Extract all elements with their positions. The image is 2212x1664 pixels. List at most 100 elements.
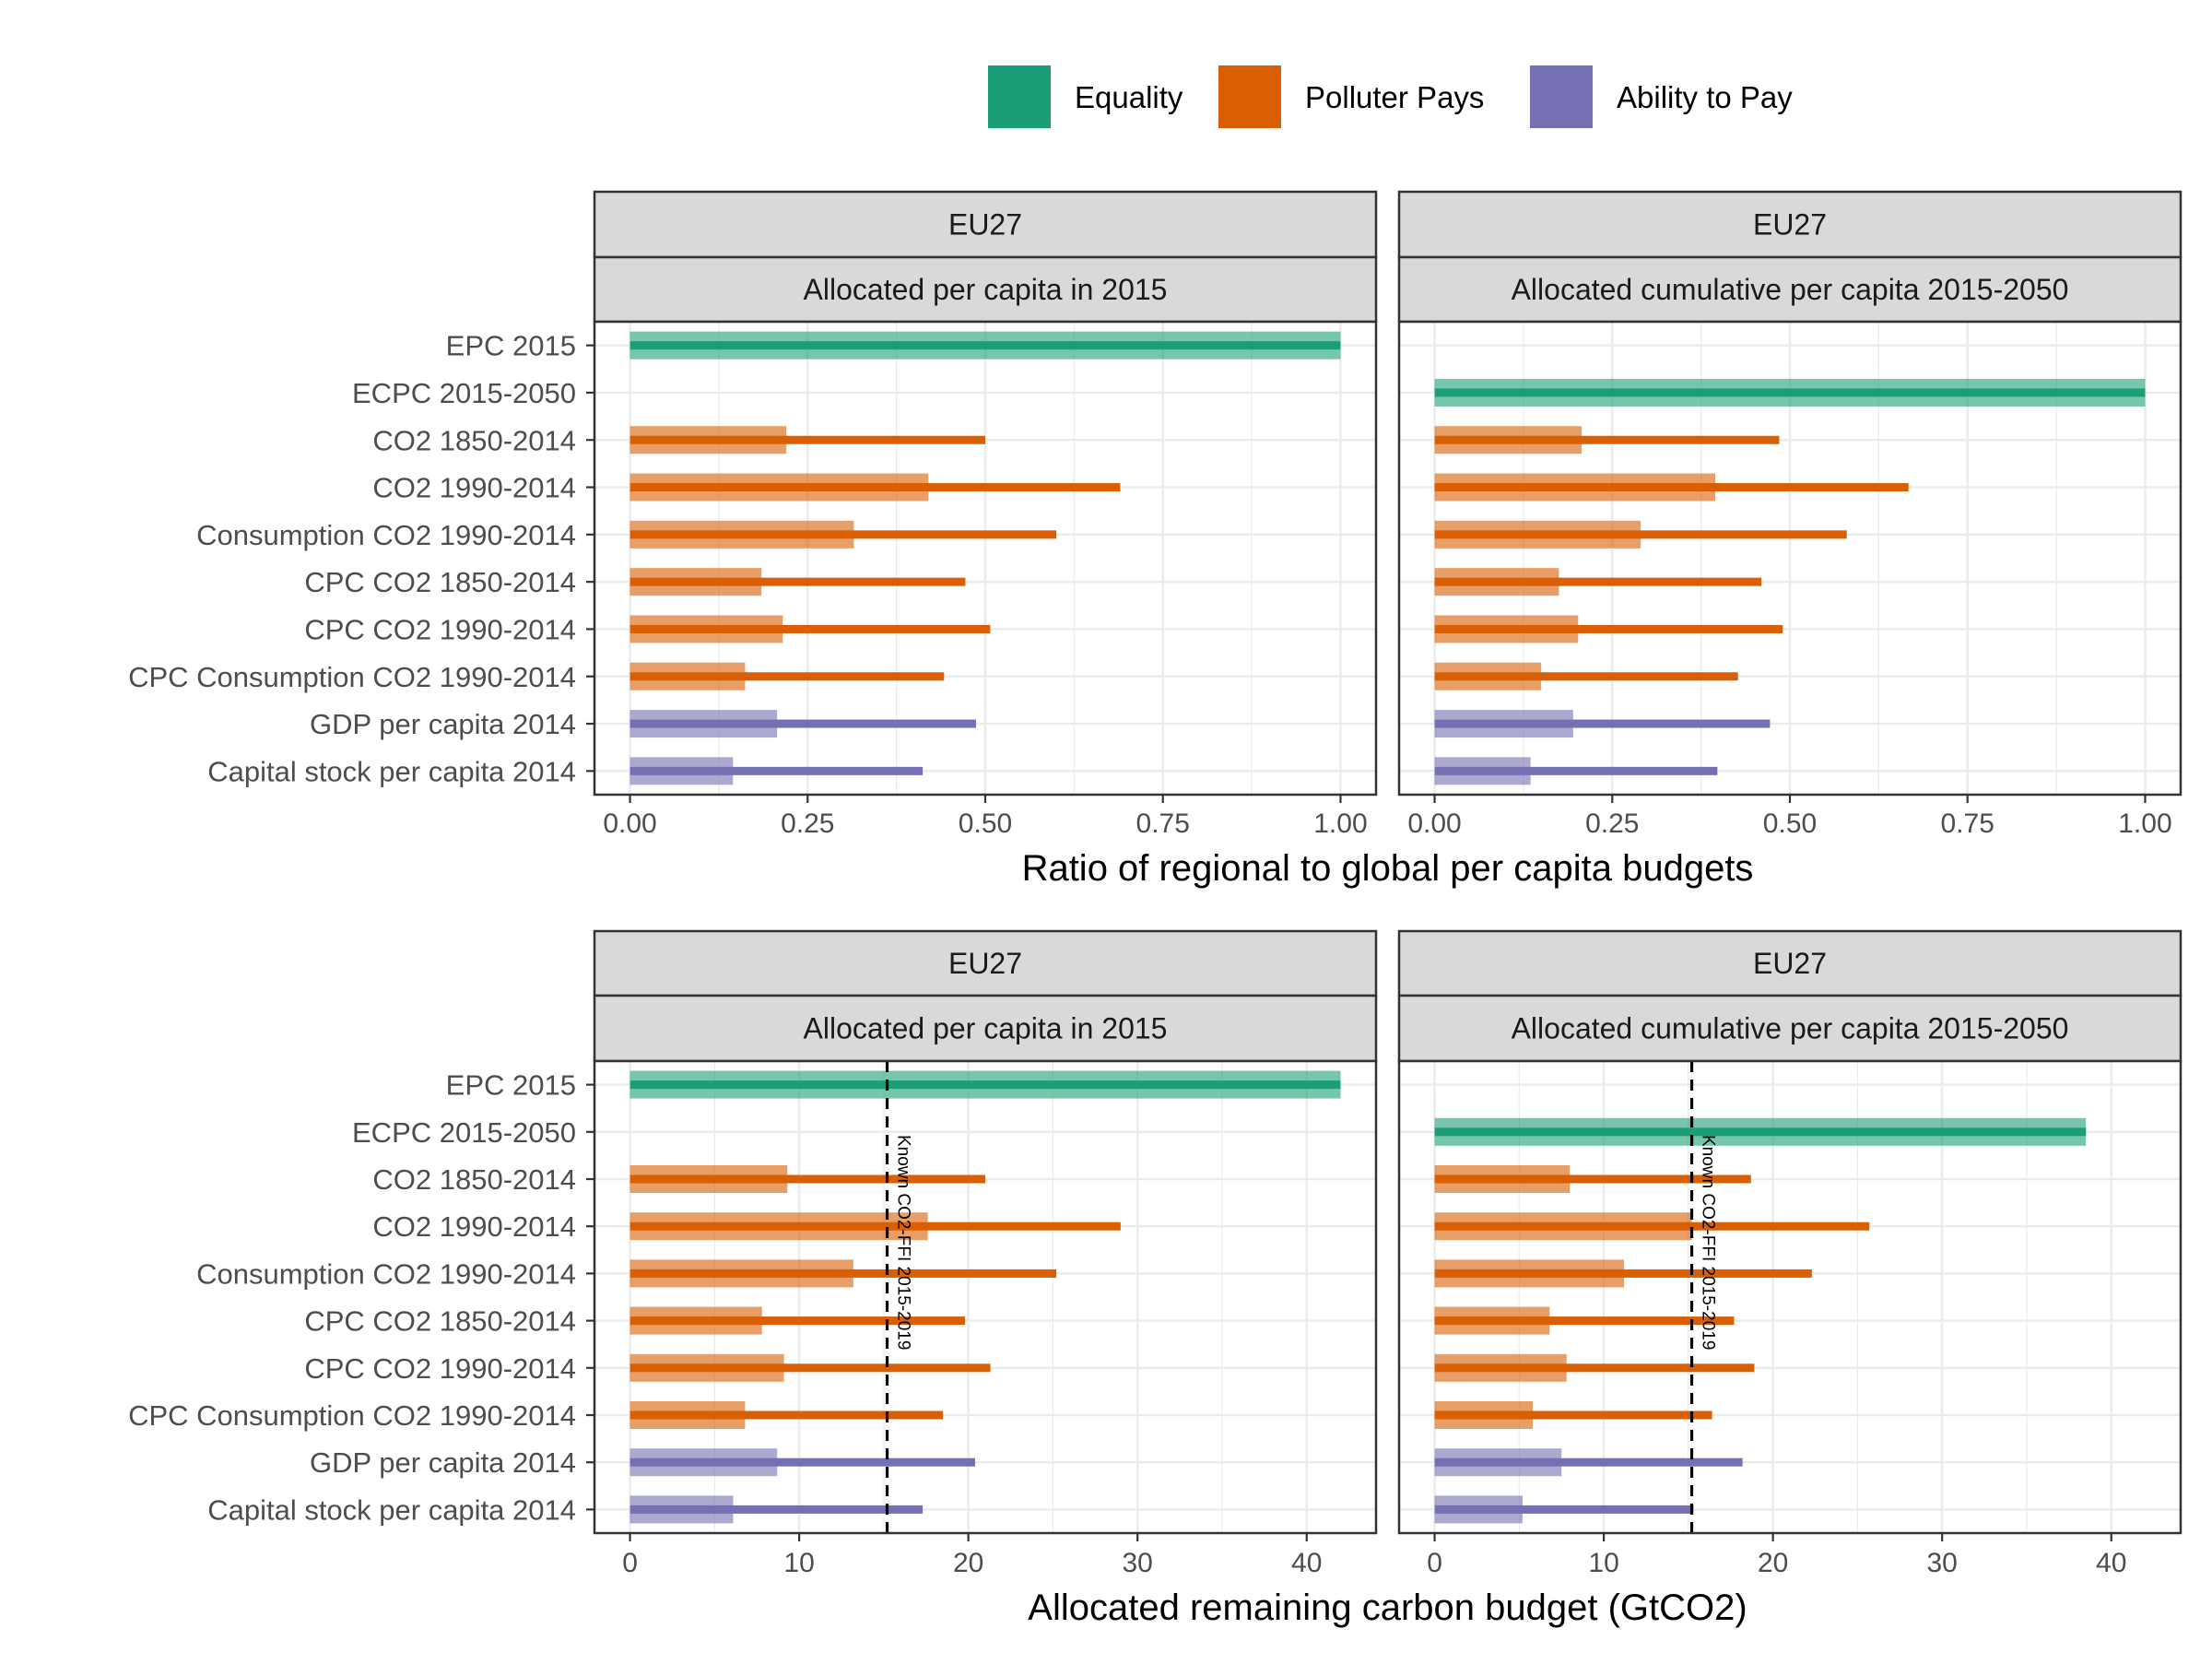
legend-label: Ability to Pay <box>1617 80 1793 114</box>
panel-2-1: EU27 Allocated per capita in 2015 Known CO… <box>593 929 1378 1578</box>
legend-key <box>1218 65 1281 128</box>
x-tick-label: 1.00 <box>1313 808 1367 839</box>
bar-thin-10 <box>1434 766 1718 775</box>
legend-label: Polluter Pays <box>1305 80 1484 114</box>
legend-item-polluter-pays: Polluter Pays <box>1218 65 1484 128</box>
bar-thin-4 <box>629 483 1121 492</box>
bar-thin-2 <box>1434 1127 2087 1137</box>
x-tick-label: 40 <box>1291 1548 1322 1578</box>
y-tick-label: CO2 1990-2014 <box>372 472 576 504</box>
y-axis-2: EPC 2015 ECPC 2015-2050 CO2 1850-2014 CO2 1… <box>128 1069 594 1526</box>
x-tick-label: 0.50 <box>1763 808 1817 839</box>
bar-thin-5 <box>1434 1269 1812 1278</box>
bar-thin-9 <box>629 1457 975 1467</box>
y-tick-label: Consumption CO2 1990-2014 <box>196 519 576 551</box>
bar-thin-10 <box>1434 1505 1694 1514</box>
bar-thin-9 <box>629 719 976 728</box>
facet-strip-bottom <box>593 255 1378 324</box>
y-tick-label: CPC CO2 1850-2014 <box>304 1305 576 1338</box>
facet-strip-top-label: EU27 <box>1753 208 1827 242</box>
y-tick-label: EPC 2015 <box>446 1069 576 1102</box>
bar-thin-4 <box>1434 483 1909 492</box>
x-tick-label: 20 <box>953 1548 983 1578</box>
y-tick-label: EPC 2015 <box>446 330 576 362</box>
x-tick-label: 0.25 <box>781 808 834 839</box>
bar-thin-5 <box>629 530 1057 539</box>
facet-strip-bottom <box>1397 994 2183 1063</box>
x-tick-label: 0.75 <box>1136 808 1190 839</box>
y-tick-label: CO2 1850-2014 <box>372 1163 576 1196</box>
facet-strip-bottom-label: Allocated cumulative per capita 2015-205… <box>1512 273 2069 306</box>
x-tick-label: 1.00 <box>2118 808 2171 839</box>
bar-thin-8 <box>629 1410 944 1420</box>
x-tick-label: 0 <box>1427 1548 1442 1578</box>
bar-thin-4 <box>629 1221 1121 1231</box>
bar-thin-3 <box>629 1174 985 1184</box>
panel-2-2: EU27 Allocated cumulative per capita 2015… <box>1397 929 2183 1578</box>
y-tick-label: CO2 1990-2014 <box>372 1210 576 1243</box>
legend-label: Equality <box>1075 80 1183 114</box>
y-tick-label: Capital stock per capita 2014 <box>207 1493 576 1526</box>
legend-item-ability-to-pay: Ability to Pay <box>1530 65 1793 128</box>
y-tick-label: GDP per capita 2014 <box>310 1446 576 1479</box>
bar-thin-6 <box>1434 1316 1735 1326</box>
y-tick-label: ECPC 2015-2050 <box>352 1116 576 1149</box>
x-tick-label: 20 <box>1758 1548 1788 1578</box>
bar-thin-10 <box>629 1505 924 1514</box>
y-tick-label: GDP per capita 2014 <box>310 708 576 740</box>
reference-line-label: Known CO2-FFI 2015-2019 <box>894 1135 913 1350</box>
bar-thin-6 <box>629 577 966 586</box>
legend-key <box>1530 65 1593 128</box>
x-tick-label: 0.75 <box>1941 808 1994 839</box>
panel-border <box>1397 1059 2183 1535</box>
x-tick-label: 0.00 <box>603 808 656 839</box>
bar-thin-7 <box>629 624 991 633</box>
y-tick-label: CPC CO2 1850-2014 <box>304 566 576 598</box>
x-tick-label: 10 <box>783 1548 814 1578</box>
y-tick-label: CPC Consumption CO2 1990-2014 <box>128 1399 576 1432</box>
x-tick-label: 0.00 <box>1407 808 1461 839</box>
bar-thin-3 <box>629 435 985 444</box>
bar-thin-10 <box>629 766 924 775</box>
x-tick-label: 40 <box>2096 1548 2126 1578</box>
y-tick-label: CO2 1850-2014 <box>372 424 576 456</box>
facet-strip-top-label: EU27 <box>948 947 1022 980</box>
panel-1-1: EU27 Allocated per capita in 2015 0.00 0.25… <box>593 190 1378 839</box>
facet-strip-bottom-label: Allocated per capita in 2015 <box>804 273 1168 306</box>
x-tick-label: 30 <box>1927 1548 1958 1578</box>
x-axis-title: Allocated remaining carbon budget (GtCO2… <box>1028 1587 1747 1628</box>
y-axis-1: EPC 2015 ECPC 2015-2050 CO2 1850-2014 CO2 1… <box>128 330 594 787</box>
facet-strip-top <box>593 190 1378 259</box>
facet-strip-bottom-label: Allocated per capita in 2015 <box>804 1012 1168 1045</box>
bar-thin-7 <box>629 1363 991 1373</box>
bar-thin-7 <box>1434 1363 1755 1373</box>
facet-strip-top <box>1397 929 2183 997</box>
facet-strip-top-label: EU27 <box>1753 947 1827 980</box>
x-tick-label: 0 <box>622 1548 638 1578</box>
reference-line-label: Known CO2-FFI 2015-2019 <box>1699 1135 1718 1350</box>
bar-thin-8 <box>1434 672 1738 681</box>
bar-thin-1 <box>629 341 1341 350</box>
x-axis-title: Ratio of regional to global per capita b… <box>1022 848 1754 889</box>
bar-thin-3 <box>1434 1174 1751 1184</box>
bar-thin-2 <box>1434 388 2146 397</box>
y-tick-label: CPC CO2 1990-2014 <box>304 1352 576 1385</box>
bar-thin-6 <box>629 1316 965 1326</box>
y-tick-label: ECPC 2015-2050 <box>352 377 576 409</box>
legend-item-equality: Equality <box>988 65 1183 128</box>
bar-thin-1 <box>629 1080 1341 1090</box>
bar-thin-5 <box>1434 530 1847 539</box>
bar-thin-8 <box>629 672 945 681</box>
x-tick-label: 30 <box>1123 1548 1153 1578</box>
y-tick-label: Capital stock per capita 2014 <box>207 755 576 787</box>
bar-thin-3 <box>1434 435 1780 444</box>
x-tick-label: 0.50 <box>959 808 1012 839</box>
panel-1-2: EU27 Allocated cumulative per capita 2015… <box>1397 190 2183 839</box>
bar-thin-6 <box>1434 577 1762 586</box>
bar-thin-7 <box>1434 624 1783 633</box>
facet-strip-bottom-label: Allocated cumulative per capita 2015-205… <box>1512 1012 2069 1045</box>
panel-border <box>593 1059 1378 1535</box>
x-tick-label: 0.25 <box>1585 808 1639 839</box>
